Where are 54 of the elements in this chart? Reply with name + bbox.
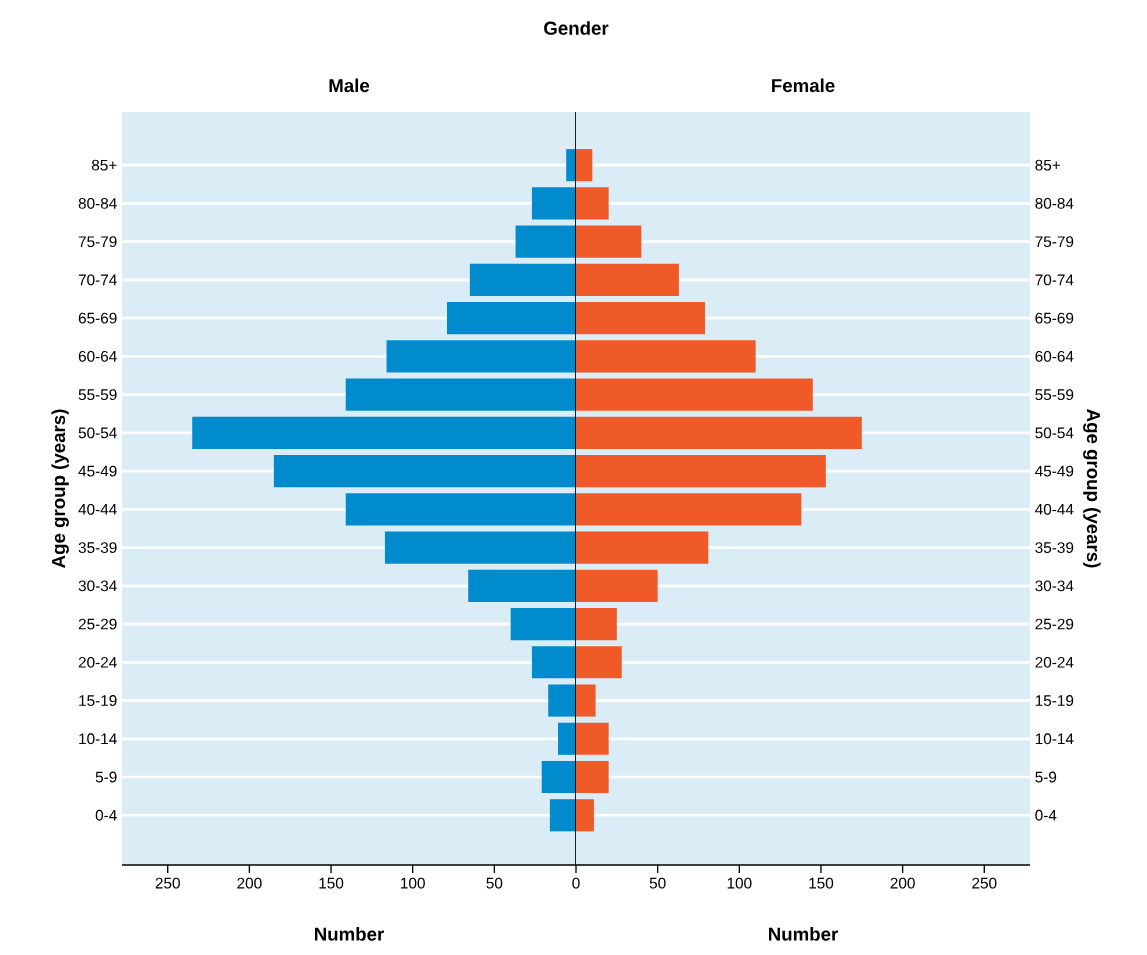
y-tick-label: 60-64 — [78, 350, 117, 362]
y-tick-label: 75-79 — [1035, 236, 1074, 248]
text: Female — [772, 78, 835, 93]
y-tick-label: 45-49 — [1035, 465, 1074, 477]
x-axis-title: Number — [314, 927, 384, 941]
y-tick-label: 25-29 — [78, 618, 117, 630]
x-tick-label: 250 — [972, 877, 997, 889]
y-tick-label: 5-9 — [1035, 771, 1057, 783]
y-tick-label: 20-24 — [78, 656, 117, 668]
y-tick-label: 30-34 — [1035, 580, 1074, 592]
y-tick-label: 85+ — [91, 159, 117, 171]
x-tick-label: 50 — [486, 877, 503, 889]
y-tick-label: 10-14 — [79, 733, 117, 745]
y-tick-label: 50-54 — [1035, 427, 1074, 439]
chart-title: Gender — [544, 21, 609, 35]
y-tick-label: 0-4 — [95, 809, 117, 821]
y-tick-label: 55-59 — [78, 389, 117, 401]
y-axis-title: Age group (years) — [1083, 409, 1101, 568]
y-tick-label: 70-74 — [78, 274, 117, 286]
x-tick-label: 200 — [890, 877, 915, 889]
y-tick-label: 85+ — [1035, 159, 1060, 171]
y-tick-label: 35-39 — [1035, 542, 1074, 553]
y-tick-label: 0-4 — [1035, 809, 1057, 821]
x-tick-label: 0 — [572, 877, 580, 889]
y-tick-label: 10-14 — [1035, 733, 1074, 745]
y-tick-label: 40-44 — [1035, 503, 1074, 515]
y-tick-label: 15-19 — [1035, 695, 1074, 706]
y-tick-label: 65-69 — [1035, 312, 1074, 324]
y-tick-label: 70-74 — [1035, 274, 1074, 286]
y-tick-label: 5-9 — [95, 771, 117, 783]
x-tick-label: 150 — [319, 877, 344, 889]
y-tick-label: 25-29 — [1035, 618, 1074, 630]
y-tick-label: 40-44 — [78, 503, 117, 515]
x-tick-label: 50 — [649, 877, 666, 889]
y-tick-label: 45-49 — [78, 465, 117, 477]
x-tick-label: 250 — [155, 877, 180, 889]
x-tick-label: 150 — [809, 877, 834, 889]
y-tick-label: 60-64 — [1035, 350, 1074, 362]
y-tick-label: 50-54 — [78, 427, 117, 439]
y-tick-label: 65-69 — [78, 312, 117, 324]
y-tick-label: 75-79 — [78, 236, 117, 248]
y-tick-label: 80-84 — [78, 197, 117, 209]
y-tick-label: 80-84 — [1035, 197, 1074, 209]
y-axis-title: Age group (years) — [51, 409, 69, 568]
x-tick-label: 200 — [237, 877, 262, 889]
x-tick-label: 100 — [401, 877, 425, 889]
y-tick-label: 15-19 — [79, 695, 117, 706]
text: Male — [329, 78, 370, 93]
y-tick-label: 55-59 — [1035, 389, 1074, 401]
y-tick-label: 20-24 — [1035, 656, 1074, 668]
x-axis-title: Number — [769, 927, 838, 941]
y-tick-label: 35-39 — [78, 542, 117, 553]
y-tick-label: 30-34 — [78, 580, 117, 592]
x-tick-label: 100 — [727, 877, 752, 889]
